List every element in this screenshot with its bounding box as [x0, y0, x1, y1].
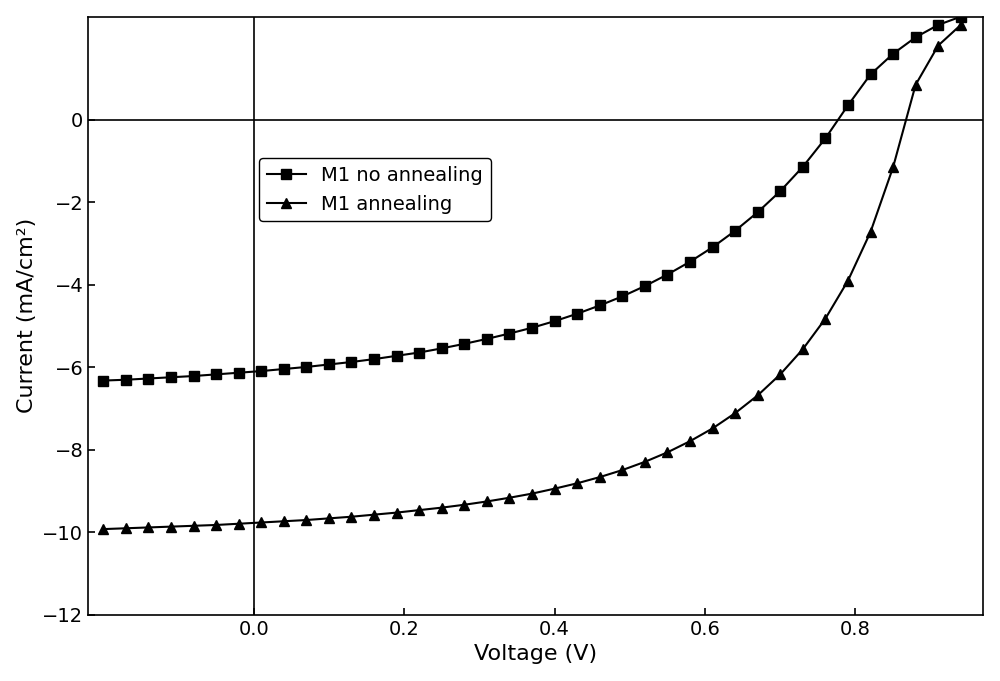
M1 annealing: [526, 490, 538, 498]
M1 annealing: [729, 409, 741, 417]
M1 annealing: [571, 479, 583, 488]
M1 annealing: [345, 513, 357, 521]
X-axis label: Voltage (V): Voltage (V): [474, 644, 597, 665]
M1 annealing: [142, 524, 154, 532]
M1 no annealing: [210, 370, 222, 379]
M1 no annealing: [503, 330, 515, 338]
M1 no annealing: [526, 323, 538, 332]
M1 no annealing: [932, 21, 944, 29]
M1 annealing: [165, 522, 177, 530]
M1 no annealing: [819, 134, 831, 142]
M1 no annealing: [120, 376, 132, 384]
M1 annealing: [300, 516, 312, 524]
M1 no annealing: [865, 70, 877, 78]
M1 annealing: [120, 524, 132, 533]
M1 annealing: [842, 276, 854, 285]
M1 no annealing: [752, 208, 764, 217]
M1 no annealing: [684, 257, 696, 266]
M1 no annealing: [707, 243, 719, 251]
M1 annealing: [661, 448, 673, 456]
M1 no annealing: [142, 375, 154, 383]
M1 annealing: [887, 163, 899, 172]
M1 annealing: [233, 520, 245, 528]
M1 annealing: [413, 506, 425, 514]
M1 annealing: [774, 370, 786, 379]
M1 no annealing: [797, 163, 809, 171]
M1 annealing: [819, 315, 831, 323]
M1 no annealing: [165, 373, 177, 381]
Line: M1 no annealing: M1 no annealing: [98, 12, 966, 385]
M1 no annealing: [368, 355, 380, 363]
M1 annealing: [481, 497, 493, 505]
M1 annealing: [210, 521, 222, 529]
M1 no annealing: [955, 12, 967, 20]
M1 no annealing: [391, 351, 403, 360]
M1 no annealing: [571, 310, 583, 318]
M1 annealing: [391, 509, 403, 517]
M1 annealing: [865, 228, 877, 236]
M1 annealing: [932, 42, 944, 50]
M1 no annealing: [458, 340, 470, 348]
M1 no annealing: [300, 363, 312, 371]
M1 no annealing: [278, 365, 290, 373]
M1 annealing: [503, 494, 515, 502]
M1 annealing: [752, 392, 764, 400]
M1 annealing: [458, 501, 470, 509]
M1 no annealing: [345, 358, 357, 366]
Line: M1 annealing: M1 annealing: [98, 20, 966, 534]
M1 no annealing: [233, 368, 245, 377]
M1 annealing: [368, 511, 380, 519]
M1 annealing: [955, 21, 967, 29]
M1 annealing: [594, 473, 606, 481]
M1 annealing: [323, 514, 335, 522]
M1 no annealing: [436, 345, 448, 353]
M1 no annealing: [639, 282, 651, 290]
M1 annealing: [549, 485, 561, 493]
M1 annealing: [616, 466, 628, 474]
M1 annealing: [188, 522, 200, 530]
M1 annealing: [255, 518, 267, 526]
M1 annealing: [278, 517, 290, 525]
M1 no annealing: [413, 349, 425, 357]
M1 no annealing: [188, 372, 200, 380]
M1 no annealing: [910, 33, 922, 42]
M1 no annealing: [97, 377, 109, 385]
M1 no annealing: [481, 335, 493, 343]
M1 annealing: [910, 80, 922, 89]
M1 annealing: [684, 437, 696, 445]
Legend: M1 no annealing, M1 annealing: M1 no annealing, M1 annealing: [259, 158, 491, 221]
M1 annealing: [707, 424, 719, 432]
M1 no annealing: [887, 50, 899, 58]
M1 no annealing: [594, 302, 606, 310]
M1 no annealing: [729, 227, 741, 235]
M1 annealing: [436, 503, 448, 511]
M1 no annealing: [255, 367, 267, 375]
M1 annealing: [797, 345, 809, 353]
Y-axis label: Current (mA/cm²): Current (mA/cm²): [17, 218, 37, 413]
M1 no annealing: [774, 187, 786, 195]
M1 no annealing: [616, 292, 628, 300]
M1 no annealing: [549, 317, 561, 326]
M1 no annealing: [842, 101, 854, 110]
M1 annealing: [97, 525, 109, 533]
M1 no annealing: [661, 270, 673, 279]
M1 no annealing: [323, 360, 335, 368]
M1 annealing: [639, 458, 651, 466]
